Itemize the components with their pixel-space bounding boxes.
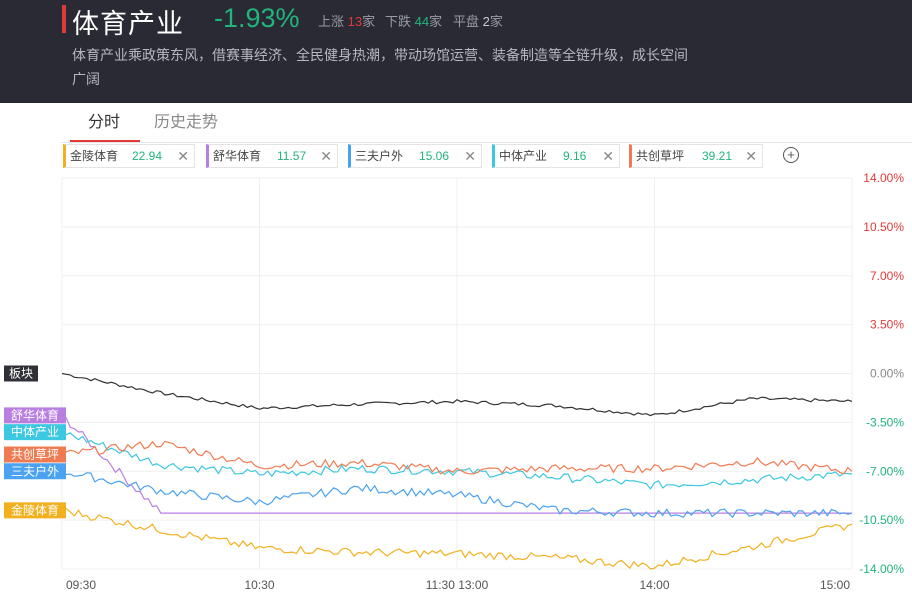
tab-intraday[interactable]: 分时 <box>88 114 121 131</box>
down-unit: 家 <box>429 14 443 29</box>
series-tag-label: 金陵体育 <box>11 502 59 517</box>
remove-stock-icon[interactable]: ✕ <box>745 148 757 164</box>
stock-chip-value: 39.21 <box>702 149 733 163</box>
series-tag-bg <box>4 446 66 463</box>
series-line-4 <box>61 470 853 519</box>
series-tag-label: 板块 <box>9 367 33 381</box>
series-tag-3: 共创草坪 <box>4 446 66 463</box>
stock-chip-gongchuang[interactable]: 共创草坪 39.21 ✕ <box>629 144 763 168</box>
series-tag-label: 中体产业 <box>11 424 59 439</box>
sector-change: -1.93% <box>214 3 300 33</box>
series-tag-0: 板块 <box>4 365 38 382</box>
stock-chip-value: 15.06 <box>419 149 450 163</box>
remove-stock-icon[interactable]: ✕ <box>464 148 476 164</box>
y-tick-label: 14.00% <box>863 171 904 185</box>
tab-history[interactable]: 历史走势 <box>154 114 219 131</box>
sector-description: 体育产业乘政策东风，借赛事经济、全民健身热潮，带动场馆运营、装备制造等全链升级，… <box>72 47 688 87</box>
series-line-3 <box>61 440 853 475</box>
x-tick-label: 15:00 <box>820 578 850 592</box>
y-tick-label: 0.00% <box>870 367 904 381</box>
y-tick-label: -14.00% <box>859 562 904 576</box>
series-tag-2: 中体产业 <box>4 424 66 441</box>
series-tag-4: 三夫户外 <box>4 463 66 480</box>
stock-chip-name: 三夫户外 <box>355 149 404 163</box>
stock-chip-value: 11.57 <box>277 149 307 163</box>
series-tag-bg <box>4 365 38 382</box>
stock-chip-sanfu[interactable]: 三夫户外 15.06 ✕ <box>348 144 482 168</box>
stock-chip-name: 中体产业 <box>499 149 548 163</box>
y-tick-label: 3.50% <box>870 318 904 332</box>
down-count-stat: 下跌 44家 <box>385 14 443 29</box>
series-line-5 <box>61 507 853 570</box>
up-count-stat: 上涨 13家 <box>318 14 376 29</box>
x-tick-label: 11:30 13:00 <box>426 578 489 592</box>
flat-unit: 家 <box>489 14 503 29</box>
series-tag-bg <box>4 424 66 441</box>
up-unit: 家 <box>362 14 376 29</box>
y-tick-label: 7.00% <box>870 269 904 283</box>
title-accent-bar <box>62 5 66 33</box>
series-tag-1: 舒华体育 <box>4 407 66 424</box>
active-tab-underline <box>70 140 140 142</box>
y-tick-label: -3.50% <box>866 415 904 429</box>
sector-header: 体育产业 -1.93% 上涨 13家 下跌 44家 平盘 2家 体育产业乘政策东… <box>0 0 912 103</box>
intraday-chart: 14.00% 10.50% 7.00% 3.50% 0.00% -3.50% -7.00% -… <box>4 171 904 592</box>
stock-chip-zhongti[interactable]: 中体产业 9.16 ✕ <box>492 144 620 168</box>
flat-count-stat: 平盘 2家 <box>453 14 503 29</box>
series-tag-bg <box>4 502 66 519</box>
sector-title: 体育产业 <box>72 9 184 39</box>
series-tag-bg <box>4 463 66 480</box>
remove-stock-icon[interactable]: ✕ <box>177 148 189 164</box>
x-tick-label: 09:30 <box>66 578 96 592</box>
stock-chip-value: 22.94 <box>132 149 163 163</box>
x-tick-label: 10:30 <box>244 578 274 592</box>
stock-chip-value: 9.16 <box>563 149 587 163</box>
add-stock-icon[interactable]: + <box>783 147 799 163</box>
stock-chip-shuhua[interactable]: 舒华体育 11.57 ✕ <box>206 144 338 168</box>
series-tag-label: 舒华体育 <box>11 407 59 422</box>
y-tick-label: 10.50% <box>863 220 904 234</box>
x-tick-label: 14:00 <box>639 578 669 592</box>
stock-chip-jinling[interactable]: 金陵体育 22.94 ✕ <box>63 144 195 168</box>
stock-chip-name: 金陵体育 <box>70 149 119 163</box>
y-tick-label: -7.00% <box>866 464 904 478</box>
stock-chip-name: 共创草坪 <box>636 149 685 163</box>
series-tag-label: 共创草坪 <box>11 447 59 461</box>
y-tick-label: -10.50% <box>859 513 904 527</box>
series-line-1 <box>61 414 852 514</box>
stock-chip-name: 舒华体育 <box>213 149 262 163</box>
series-tag-5: 金陵体育 <box>4 502 66 519</box>
series-tag-bg <box>4 407 66 424</box>
series-tag-label: 三夫户外 <box>11 463 59 478</box>
series-line-0 <box>61 372 853 417</box>
remove-stock-icon[interactable]: ✕ <box>602 148 614 164</box>
series-line-2 <box>61 431 853 490</box>
remove-stock-icon[interactable]: ✕ <box>320 148 332 164</box>
tab-separator <box>60 142 912 143</box>
